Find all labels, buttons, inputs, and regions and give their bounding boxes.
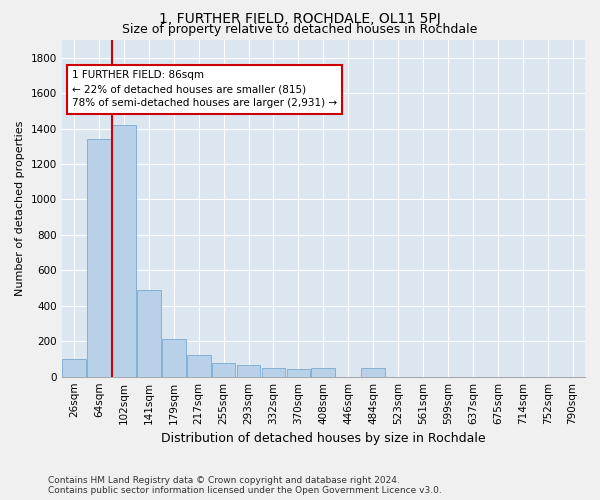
- Bar: [361, 368, 385, 376]
- Bar: [87, 139, 111, 376]
- Bar: [112, 125, 136, 376]
- X-axis label: Distribution of detached houses by size in Rochdale: Distribution of detached houses by size …: [161, 432, 485, 445]
- Bar: [62, 359, 86, 376]
- Bar: [287, 368, 310, 376]
- Bar: [262, 368, 286, 376]
- Bar: [187, 356, 211, 376]
- Text: 1 FURTHER FIELD: 86sqm
← 22% of detached houses are smaller (815)
78% of semi-de: 1 FURTHER FIELD: 86sqm ← 22% of detached…: [72, 70, 337, 108]
- Bar: [212, 364, 235, 376]
- Text: 1, FURTHER FIELD, ROCHDALE, OL11 5PJ: 1, FURTHER FIELD, ROCHDALE, OL11 5PJ: [159, 12, 441, 26]
- Text: Contains HM Land Registry data © Crown copyright and database right 2024.
Contai: Contains HM Land Registry data © Crown c…: [48, 476, 442, 495]
- Text: Size of property relative to detached houses in Rochdale: Size of property relative to detached ho…: [122, 22, 478, 36]
- Y-axis label: Number of detached properties: Number of detached properties: [15, 120, 25, 296]
- Bar: [311, 368, 335, 376]
- Bar: [237, 365, 260, 376]
- Bar: [162, 338, 185, 376]
- Bar: [137, 290, 161, 376]
